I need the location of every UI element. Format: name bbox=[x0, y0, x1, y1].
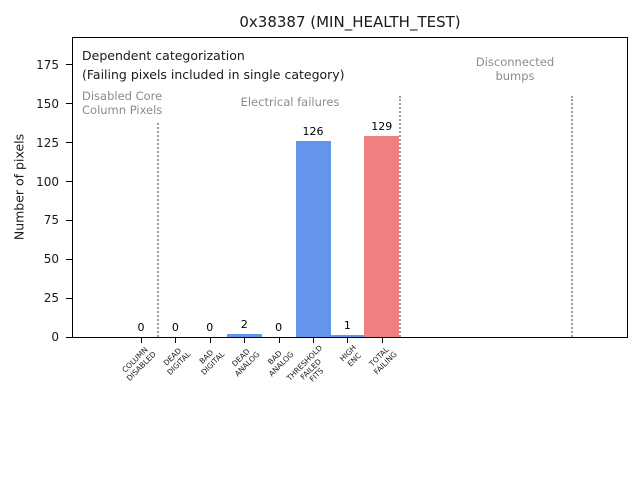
bar-high-enc bbox=[329, 335, 365, 337]
x-tick-mark bbox=[313, 338, 314, 343]
x-tick-mark bbox=[381, 338, 383, 343]
annotation-disconnected-bumps-zone: Disconnected bumps bbox=[475, 55, 555, 84]
x-tick-label-text: DEAD ANALOG bbox=[229, 346, 261, 378]
x-tick-label-text: BAD DIGITAL bbox=[198, 347, 227, 377]
separator-line bbox=[571, 96, 573, 337]
x-tick-label-text: HIGH ENC bbox=[338, 343, 363, 369]
x-tick-mark bbox=[175, 338, 177, 343]
y-tick-mark bbox=[66, 258, 72, 260]
annotation-failing-pixels-note: (Failing pixels included in single categ… bbox=[82, 67, 345, 82]
y-tick-label: 100 bbox=[36, 174, 59, 189]
y-tick-mark bbox=[66, 297, 72, 299]
y-tick-mark bbox=[66, 336, 72, 338]
y-tick-mark bbox=[66, 181, 72, 183]
separator-line bbox=[157, 123, 159, 337]
bar-value-label: 126 bbox=[302, 125, 324, 138]
x-tick-label-text: COLUMN DISABLED bbox=[120, 345, 158, 383]
y-tick-mark bbox=[66, 64, 72, 66]
y-tick-mark bbox=[66, 142, 72, 144]
y-tick-label: 125 bbox=[36, 135, 59, 150]
annotation-electrical-failures-zone: Electrical failures bbox=[240, 95, 340, 109]
x-tick-mark bbox=[278, 338, 280, 343]
bar-value-label: 0 bbox=[171, 321, 179, 334]
y-tick-label: 175 bbox=[36, 57, 59, 72]
x-tick-mark bbox=[141, 338, 142, 343]
bar-value-label: 2 bbox=[240, 318, 248, 331]
y-tick-label: 25 bbox=[43, 291, 59, 306]
y-tick-mark bbox=[66, 103, 72, 105]
chart-title: 0x38387 (MIN_HEALTH_TEST) bbox=[239, 13, 461, 31]
bar-total-failing bbox=[364, 136, 400, 337]
bar-value-label: 0 bbox=[206, 321, 214, 334]
x-tick-mark bbox=[209, 338, 211, 343]
y-tick-label: 75 bbox=[43, 213, 59, 228]
bar-dead-analog bbox=[226, 334, 262, 337]
bar-threshold-failed-fits bbox=[295, 141, 331, 337]
y-tick-mark bbox=[66, 219, 72, 221]
x-tick-label-text: DEAD DIGITAL bbox=[161, 346, 193, 377]
y-tick-label: 50 bbox=[43, 252, 59, 267]
bar-value-label: 1 bbox=[343, 319, 351, 332]
separator-line bbox=[399, 96, 401, 337]
y-tick-label: 0 bbox=[51, 330, 59, 344]
annotation-dependent-categorization: Dependent categorization bbox=[82, 48, 245, 63]
x-tick-label-text: TOTAL FAILING bbox=[367, 345, 399, 377]
bar-value-label: 129 bbox=[371, 120, 393, 133]
annotation-disabled-core-zone: Disabled Core Column Pixels bbox=[82, 89, 163, 118]
bar-value-label: 0 bbox=[137, 321, 145, 334]
x-tick-mark bbox=[347, 338, 349, 343]
y-tick-label: 150 bbox=[36, 96, 59, 111]
plot-area bbox=[72, 37, 628, 338]
x-tick-mark bbox=[244, 338, 246, 343]
bar-value-label: 0 bbox=[275, 321, 283, 334]
